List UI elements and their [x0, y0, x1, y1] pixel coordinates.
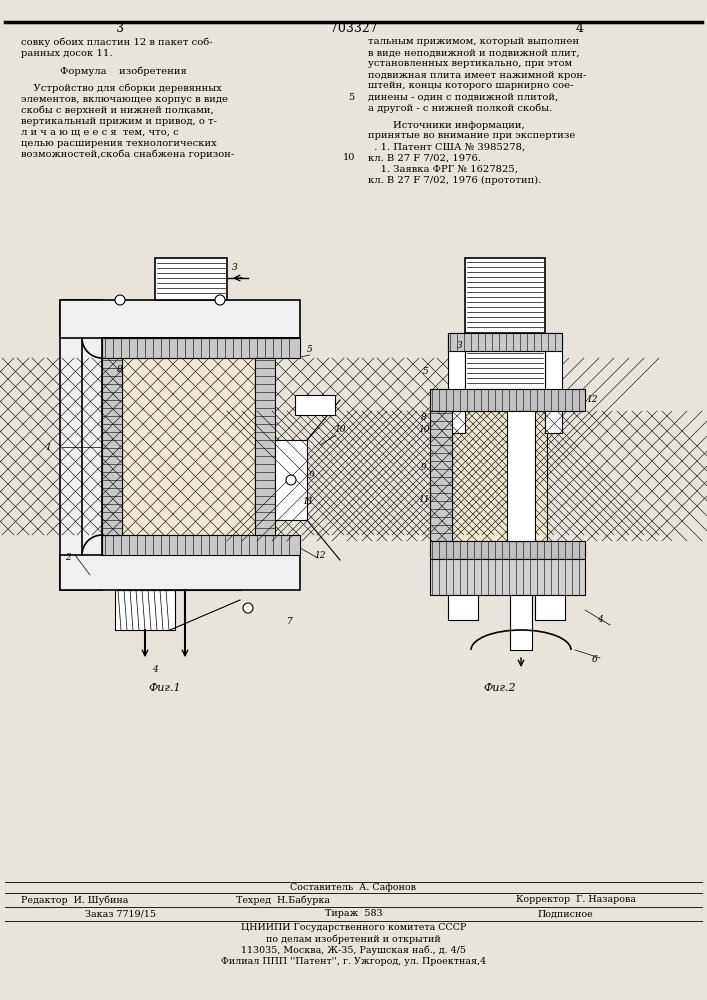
Text: 10: 10 — [334, 426, 346, 434]
Text: кл. В 27 F 7/02, 1976.: кл. В 27 F 7/02, 1976. — [368, 153, 481, 162]
Circle shape — [243, 603, 253, 613]
Bar — [295, 395, 335, 415]
Text: Формула    изобретения: Формула изобретения — [60, 66, 187, 76]
Text: штейн, концы которого шарнирно сое-: штейн, концы которого шарнирно сое- — [368, 82, 573, 91]
Text: возможностей,скоба снабжена горизон-: возможностей,скоба снабжена горизон- — [21, 149, 235, 159]
Text: л и ч а ю щ е е с я  тем, что, с: л и ч а ю щ е е с я тем, что, с — [21, 127, 179, 136]
Text: установленных вертикально, при этом: установленных вертикально, при этом — [368, 60, 572, 68]
Bar — [507, 411, 535, 541]
Text: 12: 12 — [314, 550, 326, 560]
Bar — [465, 351, 545, 389]
Text: 703327: 703327 — [329, 21, 378, 34]
Text: 12: 12 — [586, 395, 597, 404]
Text: 10: 10 — [419, 426, 430, 434]
Bar — [102, 338, 300, 358]
Text: 1: 1 — [45, 442, 51, 452]
Bar — [545, 333, 562, 433]
Bar — [102, 358, 122, 535]
Bar — [430, 541, 585, 559]
Text: 5: 5 — [349, 93, 354, 102]
Bar — [465, 258, 545, 333]
Text: 113035, Москва, Ж-35, Раушская наб., д. 4/5: 113035, Москва, Ж-35, Раушская наб., д. … — [241, 945, 466, 955]
Text: скобы с верхней и нижней полками,: скобы с верхней и нижней полками, — [21, 105, 214, 115]
Text: 1. Заявка ФРГ № 1627825,: 1. Заявка ФРГ № 1627825, — [368, 164, 518, 174]
Text: 9: 9 — [309, 471, 315, 480]
Text: Устройство для сборки деревянных: Устройство для сборки деревянных — [21, 83, 222, 93]
Text: тальным прижимом, который выполнен: тальным прижимом, который выполнен — [368, 37, 579, 46]
Text: Фиг.1: Фиг.1 — [148, 683, 181, 693]
Bar — [452, 411, 547, 541]
Text: Техред  Н.Бабурка: Техред Н.Бабурка — [236, 895, 329, 905]
Text: 4: 4 — [597, 615, 603, 624]
Text: 3: 3 — [116, 21, 124, 34]
Text: целью расширения технологических: целью расширения технологических — [21, 138, 217, 147]
Text: элементов, включающее корпус в виде: элементов, включающее корпус в виде — [21, 95, 228, 104]
Bar — [430, 389, 585, 411]
Text: 3: 3 — [457, 340, 463, 350]
Text: Составитель  А. Сафонов: Составитель А. Сафонов — [291, 884, 416, 892]
Bar — [448, 333, 465, 433]
Bar — [60, 555, 300, 590]
Text: 9: 9 — [421, 464, 427, 473]
Text: Филиал ППП ''Патент'', г. Ужгород, ул. Проектная,4: Филиал ППП ''Патент'', г. Ужгород, ул. П… — [221, 956, 486, 966]
Text: 11: 11 — [419, 495, 430, 504]
Text: по делам изобретений и открытий: по делам изобретений и открытий — [266, 934, 441, 944]
Text: Корректор  Г. Назарова: Корректор Г. Назарова — [516, 896, 636, 904]
Text: Подписное: Подписное — [538, 910, 593, 918]
Bar — [275, 440, 307, 520]
Bar — [60, 300, 300, 338]
Bar — [448, 595, 478, 620]
Text: 3: 3 — [232, 263, 238, 272]
Bar — [60, 300, 102, 590]
Text: . 1. Патент США № 3985278,: . 1. Патент США № 3985278, — [368, 142, 525, 151]
Bar — [430, 559, 585, 595]
Text: 4: 4 — [152, 666, 158, 674]
Text: принятые во внимание при экспертизе: принятые во внимание при экспертизе — [368, 131, 575, 140]
Text: а другой - с нижней полкой скобы.: а другой - с нижней полкой скобы. — [368, 103, 552, 113]
Text: 5: 5 — [423, 366, 429, 375]
Text: подвижная плита имеет нажимной крон-: подвижная плита имеет нажимной крон- — [368, 70, 586, 80]
Bar — [430, 411, 452, 541]
Bar — [535, 595, 565, 620]
Text: Фиг.2: Фиг.2 — [484, 683, 516, 693]
Bar — [155, 258, 227, 300]
Bar — [255, 358, 275, 535]
Text: 5: 5 — [307, 346, 313, 355]
Text: 4: 4 — [575, 21, 584, 34]
Text: Источники информации,: Источники информации, — [368, 120, 525, 129]
Circle shape — [115, 295, 125, 305]
Text: Редактор  И. Шубина: Редактор И. Шубина — [21, 895, 129, 905]
Text: Заказ 7719/15: Заказ 7719/15 — [85, 910, 156, 918]
Text: совку обоих пластин 12 в пакет соб-: совку обоих пластин 12 в пакет соб- — [21, 37, 213, 47]
Text: 2: 2 — [65, 554, 71, 562]
Text: в виде неподвижной и подвижной плит,: в виде неподвижной и подвижной плит, — [368, 48, 579, 57]
Circle shape — [286, 475, 296, 485]
Text: ранных досок 11.: ранных досок 11. — [21, 48, 112, 57]
Bar — [448, 333, 562, 351]
Text: ЦНИИПИ Государственного комитета СССР: ЦНИИПИ Государственного комитета СССР — [241, 924, 466, 932]
Text: 11: 11 — [303, 497, 314, 506]
Circle shape — [215, 295, 225, 305]
Text: кл. В 27 F 7/02, 1976 (прототип).: кл. В 27 F 7/02, 1976 (прототип). — [368, 175, 541, 185]
Text: 8: 8 — [421, 414, 427, 422]
Bar — [510, 595, 532, 650]
Bar — [115, 590, 175, 630]
Bar — [102, 535, 300, 555]
Bar — [122, 358, 255, 535]
Text: вертикальный прижим и привод, о т-: вертикальный прижим и привод, о т- — [21, 116, 217, 125]
Text: 10: 10 — [342, 153, 355, 162]
Text: 6: 6 — [592, 656, 598, 664]
Text: динены - один с подвижной плитой,: динены - один с подвижной плитой, — [368, 93, 558, 102]
Text: 8: 8 — [117, 365, 123, 374]
Text: 7: 7 — [287, 617, 293, 626]
Text: Тираж  583: Тираж 583 — [325, 910, 382, 918]
